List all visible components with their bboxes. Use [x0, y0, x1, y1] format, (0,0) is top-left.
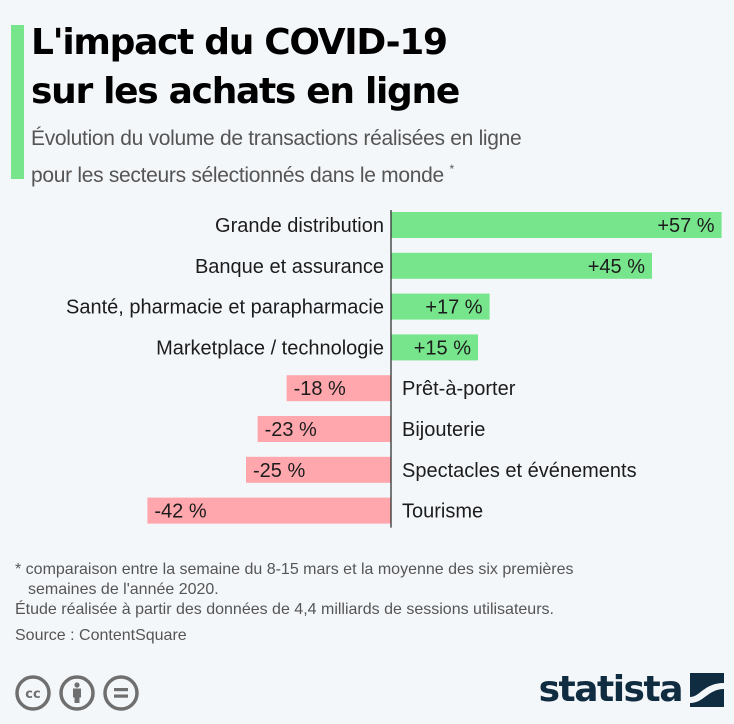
bar: [391, 212, 722, 238]
subtitle-line-2: pour les secteurs sélectionnés dans le m…: [31, 154, 721, 191]
bar: [391, 334, 478, 361]
no-derivatives-icon[interactable]: [102, 674, 140, 712]
footnote-line-1: * comparaison entre la semaine du 8-15 m…: [15, 561, 574, 578]
value-label: +57 %: [657, 215, 714, 237]
bars-group: Grande distribution +57 % Banque et assura…: [66, 212, 722, 524]
value-label: -25 %: [253, 460, 305, 482]
statista-logo-icon: [690, 673, 724, 707]
value-label: -23 %: [265, 419, 317, 441]
bar: [391, 252, 652, 279]
title-line-1: L'impact du COVID-19: [31, 22, 448, 63]
bar: [147, 497, 391, 524]
subtitle-line-2-text: pour les secteurs sélectionnés dans le m…: [31, 164, 444, 187]
subtitle-line-1: Évolution du volume de transactions réal…: [31, 127, 522, 150]
category-label: Marketplace / technologie: [156, 337, 384, 359]
value-label: +45 %: [588, 256, 645, 278]
category-label: Prêt-à-porter: [402, 378, 516, 400]
bar: [257, 416, 391, 442]
chart-title: L'impact du COVID-19 sur les achats en l…: [31, 18, 711, 116]
footnote-line-2: semaines de l'année 2020.: [28, 581, 219, 598]
footnotes: * comparaison entre la semaine du 8-15 m…: [15, 560, 715, 646]
category-label: Spectacles et événements: [402, 460, 637, 482]
svg-text:cc: cc: [25, 687, 40, 702]
statista-logo-text: statista: [538, 669, 684, 710]
cc-icon[interactable]: cc: [14, 674, 52, 712]
bar: [286, 375, 391, 402]
title-line-2: sur les achats en ligne: [31, 71, 460, 112]
value-label: +17 %: [425, 297, 482, 319]
subtitle-footnote-marker: *: [449, 162, 454, 176]
attribution-icon[interactable]: [58, 674, 96, 712]
bar: [246, 456, 391, 483]
title-accent-bar: [11, 25, 24, 179]
value-label: -42 %: [154, 501, 206, 523]
category-label: Bijouterie: [402, 419, 485, 441]
category-label: Santé, pharmacie et parapharmacie: [66, 297, 384, 319]
statista-logo[interactable]: statista: [539, 670, 724, 710]
category-label: Tourisme: [402, 501, 483, 523]
bar: [391, 293, 490, 320]
bar-chart: Grande distribution +57 % Banque et assura…: [66, 210, 722, 528]
category-label: Grande distribution: [215, 215, 384, 237]
license-icons: cc: [14, 674, 140, 712]
category-label: Banque et assurance: [195, 256, 384, 278]
source-note: Source : ContentSquare: [15, 627, 187, 644]
value-label: -18 %: [294, 378, 346, 400]
study-note: Étude réalisée à partir des données de 4…: [15, 601, 554, 618]
chart-subtitle: Évolution du volume de transactions réal…: [31, 124, 721, 191]
value-label: +15 %: [414, 337, 471, 359]
